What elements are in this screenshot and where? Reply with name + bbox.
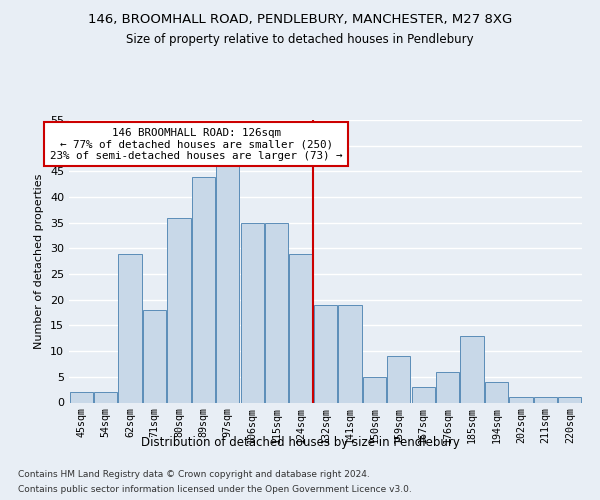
Bar <box>485 382 508 402</box>
Bar <box>412 387 435 402</box>
Bar <box>118 254 142 402</box>
Text: Size of property relative to detached houses in Pendlebury: Size of property relative to detached ho… <box>126 32 474 46</box>
Bar <box>241 222 264 402</box>
Text: Contains HM Land Registry data © Crown copyright and database right 2024.: Contains HM Land Registry data © Crown c… <box>18 470 370 479</box>
Bar <box>436 372 459 402</box>
Bar <box>289 254 313 402</box>
Bar <box>558 398 581 402</box>
Bar <box>216 166 239 402</box>
Bar <box>509 398 533 402</box>
Bar <box>167 218 191 402</box>
Bar <box>94 392 117 402</box>
Bar <box>70 392 93 402</box>
Bar <box>460 336 484 402</box>
Bar <box>265 222 288 402</box>
Bar <box>192 176 215 402</box>
Text: Contains public sector information licensed under the Open Government Licence v3: Contains public sector information licen… <box>18 485 412 494</box>
Bar <box>534 398 557 402</box>
Bar <box>363 377 386 402</box>
Text: 146, BROOMHALL ROAD, PENDLEBURY, MANCHESTER, M27 8XG: 146, BROOMHALL ROAD, PENDLEBURY, MANCHES… <box>88 12 512 26</box>
Bar <box>143 310 166 402</box>
Y-axis label: Number of detached properties: Number of detached properties <box>34 174 44 349</box>
Bar <box>338 305 362 402</box>
Bar <box>314 305 337 402</box>
Text: 146 BROOMHALL ROAD: 126sqm
← 77% of detached houses are smaller (250)
23% of sem: 146 BROOMHALL ROAD: 126sqm ← 77% of deta… <box>50 128 342 161</box>
Bar <box>387 356 410 403</box>
Text: Distribution of detached houses by size in Pendlebury: Distribution of detached houses by size … <box>140 436 460 449</box>
